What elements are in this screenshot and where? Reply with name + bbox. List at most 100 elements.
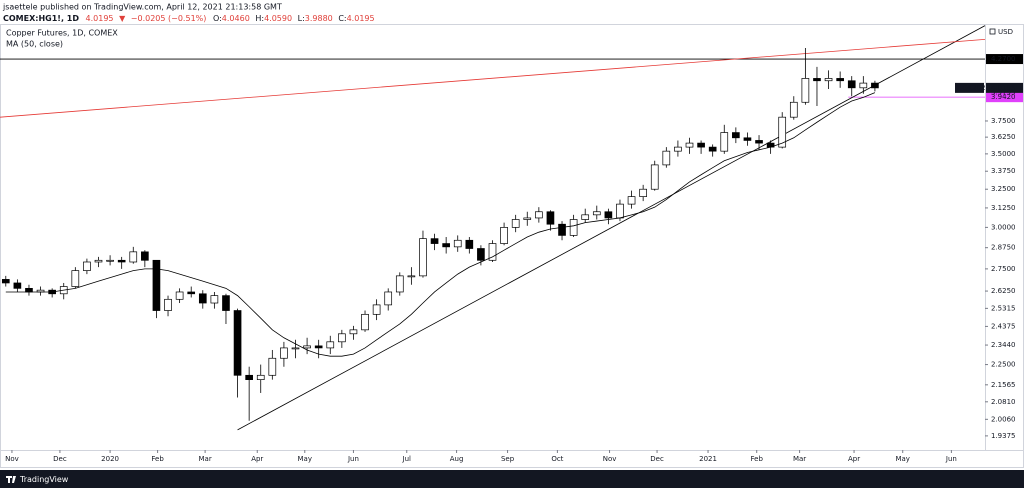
o: 4.0460 xyxy=(222,14,250,23)
x-tick-label: Feb xyxy=(751,455,764,463)
currency: USD xyxy=(998,28,1013,36)
candle-body xyxy=(129,251,138,263)
candle-body xyxy=(616,203,624,219)
candle-body xyxy=(71,270,80,287)
candle-body xyxy=(222,295,230,311)
candle-body xyxy=(789,101,798,118)
candle-body xyxy=(685,142,694,148)
x-tick-label: Oct xyxy=(551,455,563,463)
x-tick-label: Mar xyxy=(793,455,806,463)
candle-body xyxy=(732,132,740,139)
candle-body xyxy=(94,259,103,263)
y-tick-label: 2.8750 xyxy=(991,244,1016,252)
ma-line xyxy=(5,92,876,357)
last-tag: HGK2021 xyxy=(957,84,990,92)
candle-body xyxy=(801,78,810,103)
candle-body xyxy=(141,251,149,261)
candle-body xyxy=(627,196,636,205)
h-label: H: xyxy=(255,14,264,23)
candle-body xyxy=(430,238,439,244)
c-label: C: xyxy=(338,14,346,23)
level-label: 3.9420 xyxy=(991,93,1016,101)
candle-body xyxy=(824,78,833,82)
lock-icon[interactable] xyxy=(989,28,996,35)
candle-body xyxy=(83,261,91,271)
y-tick-label: 3.0000 xyxy=(991,223,1016,231)
candle-body xyxy=(13,282,22,289)
y-tick-label: 3.5000 xyxy=(991,150,1016,158)
y-tick-label: 2.0810 xyxy=(991,398,1016,406)
candle-body xyxy=(569,219,578,236)
x-tick-label: Apr xyxy=(848,455,860,463)
y-tick-label: 3.7500 xyxy=(991,117,1016,125)
ohlc-line: COMEX:HG1!, 1D 4.0195 ▼ −0.0205 (−0.51%)… xyxy=(3,14,375,23)
x-tick-label: Apr xyxy=(251,455,263,463)
candle-body xyxy=(465,239,474,249)
candle-body xyxy=(407,275,416,278)
x-tick-label: May xyxy=(895,455,909,463)
candle-body xyxy=(604,211,613,219)
trendline xyxy=(237,25,985,431)
y-tick-label: 3.1250 xyxy=(991,204,1016,212)
level-box xyxy=(986,54,1023,65)
candle-body xyxy=(847,80,856,89)
candle-body xyxy=(25,287,33,293)
candle-body xyxy=(106,259,114,262)
x-tick-label: Mar xyxy=(199,455,212,463)
h: 4.0590 xyxy=(264,14,292,23)
last-box xyxy=(986,82,1023,93)
candle-body xyxy=(523,217,532,220)
y-tick-label: 2.3440 xyxy=(991,341,1016,349)
y-tick-label: 2.0060 xyxy=(991,415,1016,423)
candle-body xyxy=(164,298,172,311)
candle-body xyxy=(871,82,879,89)
l: 3.9880 xyxy=(305,14,333,23)
candle-body xyxy=(1,279,10,284)
y-tick-label: 2.5315 xyxy=(991,304,1016,312)
y-tick-label: 2.7500 xyxy=(991,265,1016,273)
candle-body xyxy=(245,374,253,380)
candle-body xyxy=(453,239,462,248)
candle-body xyxy=(778,116,787,148)
candle-body xyxy=(233,310,242,376)
candle-body xyxy=(175,291,184,300)
candle-body xyxy=(650,164,659,190)
candle-body xyxy=(488,243,497,261)
last-label: 4.0195 xyxy=(991,84,1016,92)
c: 4.0195 xyxy=(347,14,375,23)
candle-body xyxy=(511,219,520,228)
footer xyxy=(0,470,1024,488)
candle-body xyxy=(558,223,566,236)
x-tick-label: Jun xyxy=(347,455,359,463)
brand-logo xyxy=(6,476,16,483)
trendline xyxy=(0,38,985,118)
symbol: COMEX:HG1!, 1D xyxy=(3,14,79,23)
last-tag-box xyxy=(955,82,984,93)
candle-body xyxy=(349,329,358,335)
x-tick-label: Dec xyxy=(53,455,67,463)
candle-body xyxy=(674,146,682,152)
x-tick-label: Aug xyxy=(450,455,464,463)
y-tick-label: 3.6250 xyxy=(991,133,1016,141)
ma-name: MA (50, close) xyxy=(6,40,63,49)
candle-body xyxy=(361,313,369,331)
level-box xyxy=(986,92,1023,103)
x-tick-label: May xyxy=(298,455,312,463)
arrow: ▼ xyxy=(119,14,126,23)
candle-body xyxy=(117,259,126,263)
l-label: L: xyxy=(298,14,305,23)
candle-body xyxy=(210,295,219,304)
o-label: O: xyxy=(213,14,222,23)
y-tick-label: 2.6250 xyxy=(991,287,1016,295)
candle-body xyxy=(291,347,300,350)
candle-body xyxy=(303,345,311,349)
candle-body xyxy=(743,137,752,141)
candle-body xyxy=(268,357,277,376)
candle-body xyxy=(338,333,346,343)
x-tick-label: Feb xyxy=(151,455,164,463)
candle-body xyxy=(859,82,868,89)
candle-body xyxy=(314,345,323,349)
candle-body xyxy=(198,293,207,304)
